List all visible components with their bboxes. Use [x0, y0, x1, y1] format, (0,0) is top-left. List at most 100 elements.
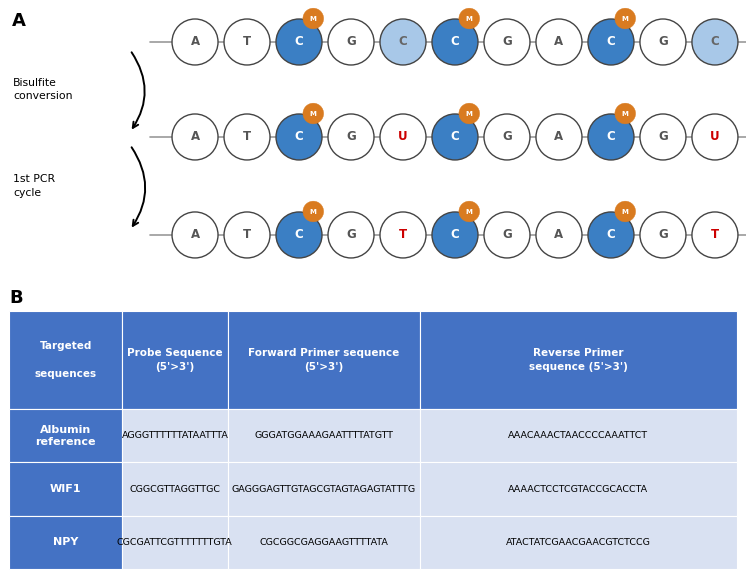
Bar [420, 463, 736, 516]
Bar [228, 311, 420, 409]
Circle shape [380, 19, 426, 65]
Text: GAGGGAGTTGTAGCGTAGTAGAGTATTTG: GAGGGAGTTGTAGCGTAGTAGAGTATTTG [232, 485, 416, 493]
Text: CGCGATTCGTTTTTTTGTA: CGCGATTCGTTTTTTTGTA [117, 538, 233, 547]
Circle shape [640, 212, 686, 258]
Text: A: A [190, 36, 200, 48]
Text: 1st PCR
cycle: 1st PCR cycle [13, 174, 55, 197]
Circle shape [380, 114, 426, 160]
Circle shape [276, 19, 322, 65]
Text: C: C [295, 36, 304, 48]
Text: C: C [606, 130, 615, 144]
Circle shape [380, 212, 426, 258]
Bar [122, 409, 228, 463]
Bar [10, 409, 122, 463]
Text: C: C [451, 228, 460, 241]
Circle shape [536, 19, 582, 65]
Circle shape [328, 19, 374, 65]
Bar [420, 516, 736, 569]
Bar [420, 311, 736, 409]
Circle shape [224, 212, 270, 258]
Text: M: M [621, 111, 629, 117]
Text: M: M [466, 16, 473, 21]
Circle shape [615, 8, 636, 29]
Text: T: T [399, 228, 407, 241]
Text: U: U [710, 130, 720, 144]
Text: ATACTATCGAACGAACGTCTCCG: ATACTATCGAACGAACGTCTCCG [506, 538, 651, 547]
Bar [228, 409, 420, 463]
Text: CGCGGCGAGGAAGTTTTATA: CGCGGCGAGGAAGTTTTATA [260, 538, 389, 547]
Text: AGGGTTTTTTATAATTTA: AGGGTTTTTTATAATTTA [122, 431, 228, 440]
Text: A: A [554, 228, 563, 241]
Bar [122, 311, 228, 409]
Text: M: M [310, 16, 317, 21]
Text: AAAACTCCTCGTACCGCACCTA: AAAACTCCTCGTACCGCACCTA [508, 485, 648, 493]
Circle shape [459, 201, 480, 222]
Bar [122, 516, 228, 569]
Text: G: G [346, 228, 356, 241]
Text: G: G [346, 36, 356, 48]
Circle shape [692, 114, 738, 160]
Circle shape [276, 212, 322, 258]
Bar [228, 463, 420, 516]
Text: G: G [658, 130, 668, 144]
Text: Probe Sequence
(5'>3'): Probe Sequence (5'>3') [127, 348, 223, 372]
Bar [10, 516, 122, 569]
Text: C: C [606, 36, 615, 48]
Circle shape [224, 114, 270, 160]
Text: G: G [346, 130, 356, 144]
Circle shape [588, 212, 634, 258]
Text: C: C [295, 228, 304, 241]
Text: Albumin
reference: Albumin reference [36, 425, 96, 447]
Text: C: C [606, 228, 615, 241]
Circle shape [536, 212, 582, 258]
Circle shape [303, 8, 324, 29]
Text: G: G [502, 228, 512, 241]
Text: M: M [621, 208, 629, 215]
Text: WIF1: WIF1 [50, 484, 81, 494]
Circle shape [615, 201, 636, 222]
Text: T: T [711, 228, 719, 241]
Text: A: A [190, 228, 200, 241]
Text: G: G [502, 130, 512, 144]
Text: Forward Primer sequence
(5'>3'): Forward Primer sequence (5'>3') [248, 348, 400, 372]
Circle shape [692, 212, 738, 258]
Text: GGGATGGAAAGAATTTTATGTT: GGGATGGAAAGAATTTTATGTT [254, 431, 393, 440]
Circle shape [303, 103, 324, 124]
Circle shape [459, 103, 480, 124]
Text: M: M [310, 111, 317, 117]
Circle shape [432, 114, 478, 160]
Circle shape [588, 114, 634, 160]
Text: A: A [554, 36, 563, 48]
Circle shape [692, 19, 738, 65]
Circle shape [432, 19, 478, 65]
Circle shape [432, 212, 478, 258]
Circle shape [536, 114, 582, 160]
Circle shape [484, 212, 530, 258]
Text: M: M [310, 208, 317, 215]
Circle shape [172, 19, 218, 65]
Text: CGGCGTTAGGTTGC: CGGCGTTAGGTTGC [129, 485, 220, 493]
Text: U: U [398, 130, 408, 144]
Circle shape [328, 212, 374, 258]
Circle shape [640, 19, 686, 65]
Circle shape [276, 114, 322, 160]
Text: Targeted

sequences: Targeted sequences [35, 341, 97, 379]
Circle shape [224, 19, 270, 65]
Text: G: G [658, 228, 668, 241]
Bar [228, 516, 420, 569]
Circle shape [172, 114, 218, 160]
Bar [10, 311, 122, 409]
Text: C: C [398, 36, 407, 48]
Circle shape [459, 8, 480, 29]
Text: T: T [243, 130, 251, 144]
Text: G: G [658, 36, 668, 48]
Circle shape [615, 103, 636, 124]
Text: T: T [243, 228, 251, 241]
Circle shape [640, 114, 686, 160]
Text: G: G [502, 36, 512, 48]
Text: T: T [243, 36, 251, 48]
Text: Bisulfite
conversion: Bisulfite conversion [13, 78, 72, 101]
Text: C: C [295, 130, 304, 144]
Text: AAACAAACTAACCCCAAATTCT: AAACAAACTAACCCCAAATTCT [508, 431, 648, 440]
Text: B: B [10, 288, 23, 307]
